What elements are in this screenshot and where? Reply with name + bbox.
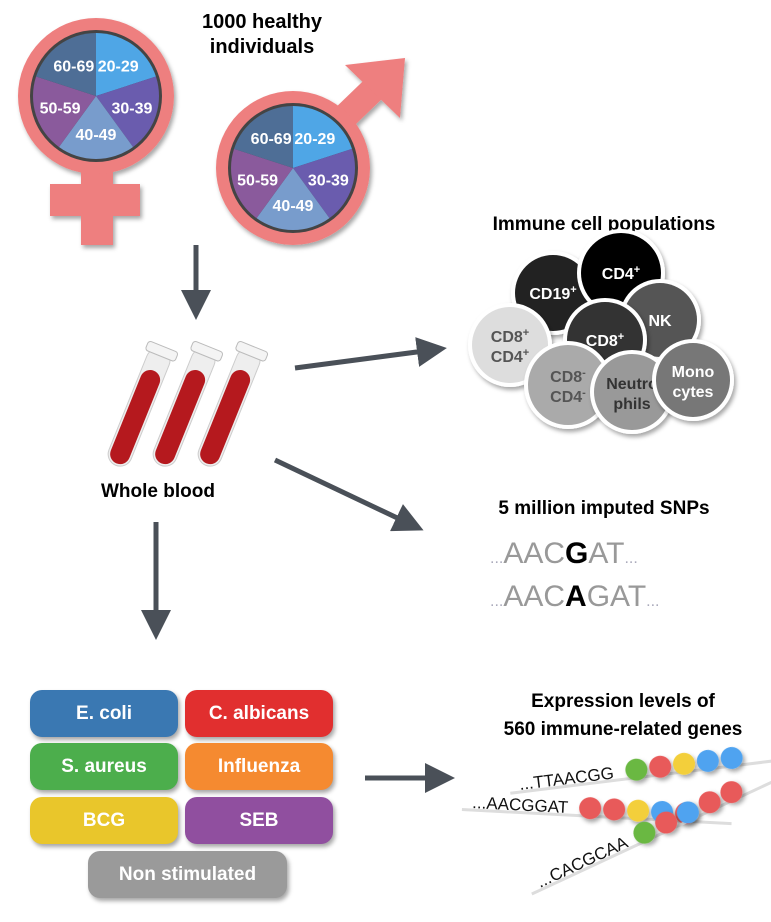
expression-strands: ...TTAACGG...AACGGAT ...CACGCAA — [461, 746, 771, 896]
strand-sequence: ...AACGGAT — [472, 793, 569, 817]
whole-blood-label: Whole blood — [101, 481, 215, 502]
age-label: 50-59 — [237, 172, 278, 189]
stimulus-non-stimulated: Non stimulated — [88, 851, 287, 898]
stimulus-bcg: BCG — [30, 797, 178, 844]
expression-title-line2: 560 immune-related genes — [504, 719, 743, 740]
cell-label: CD8- — [550, 367, 586, 386]
cells-title: Immune cell populations — [493, 214, 716, 235]
cell-label: CD4- — [550, 387, 586, 406]
cell-label: CD19+ — [529, 284, 576, 303]
expression-dot — [649, 755, 672, 778]
age-label: 50-59 — [40, 101, 81, 118]
arrow-to-snps — [273, 457, 424, 532]
arrow-to-cells — [294, 337, 447, 371]
age-slice — [293, 148, 355, 219]
age-label: 20-29 — [98, 58, 139, 75]
expression-dot — [603, 798, 626, 821]
age-label: 60-69 — [53, 58, 94, 75]
cell-label: cytes — [673, 384, 714, 401]
strand-sequence: ...TTAACGG — [518, 764, 615, 794]
strand-sequence: ...CACGCAA — [534, 833, 632, 892]
expression-dot — [633, 821, 656, 844]
cell-label: NK — [648, 313, 672, 330]
cell-label: CD8+ — [491, 327, 529, 346]
cell-label: CD4+ — [491, 347, 529, 366]
age-label: 40-49 — [273, 198, 314, 215]
age-label: 30-39 — [111, 101, 152, 118]
cell-label: phils — [613, 396, 650, 413]
cohort-title-line2: individuals — [210, 36, 314, 58]
age-slice — [293, 106, 352, 168]
age-slice — [58, 96, 134, 159]
stimulus-seb: SEB — [185, 797, 333, 844]
expression-dot — [625, 758, 648, 781]
stimulus-e-coli: E. coli — [30, 690, 178, 737]
expression-dot — [627, 799, 650, 822]
stimulus-s-aureus: S. aureus — [30, 743, 178, 790]
cell-label: CD4+ — [602, 264, 640, 283]
age-slice — [33, 76, 96, 147]
age-label: 40-49 — [76, 127, 117, 144]
expression-dot — [698, 791, 721, 814]
age-label: 30-39 — [308, 172, 349, 189]
cell-label: Neutro — [606, 376, 658, 393]
expression-dot — [696, 749, 719, 772]
age-slice — [231, 148, 293, 219]
expression-dot — [720, 746, 743, 769]
expression-dot — [579, 797, 602, 820]
blood-tubes — [107, 340, 269, 467]
age-slice — [234, 106, 293, 168]
female-age-pie: 20-29 30-39 40-49 50-59 60-69 — [30, 30, 162, 162]
snp-sequence-2: ...AACAGAT... — [490, 580, 660, 613]
expression-dot — [676, 801, 699, 824]
expression-dot — [673, 752, 696, 775]
stimulus-influenza: Influenza — [185, 743, 333, 790]
stimulus-c-albicans: C. albicans — [185, 690, 333, 737]
expression-dot — [655, 811, 678, 834]
age-slice — [36, 33, 96, 96]
male-age-pie: 20-29 30-39 40-49 50-59 60-69 — [228, 103, 358, 233]
age-slice — [256, 168, 330, 231]
cell-label: Mono — [672, 364, 715, 381]
snp-sequence-1: ...AACGAT... — [490, 537, 638, 570]
age-label: 60-69 — [251, 131, 292, 148]
cohort-title-line1: 1000 healthy — [202, 11, 323, 33]
expression-dot — [720, 781, 743, 804]
snps-title: 5 million imputed SNPs — [498, 498, 709, 519]
age-label: 20-29 — [294, 131, 335, 148]
age-slice — [96, 76, 159, 147]
age-slice — [96, 33, 156, 96]
expression-title-line1: Expression levels of — [531, 691, 715, 712]
cell-label: CD8+ — [586, 331, 624, 350]
